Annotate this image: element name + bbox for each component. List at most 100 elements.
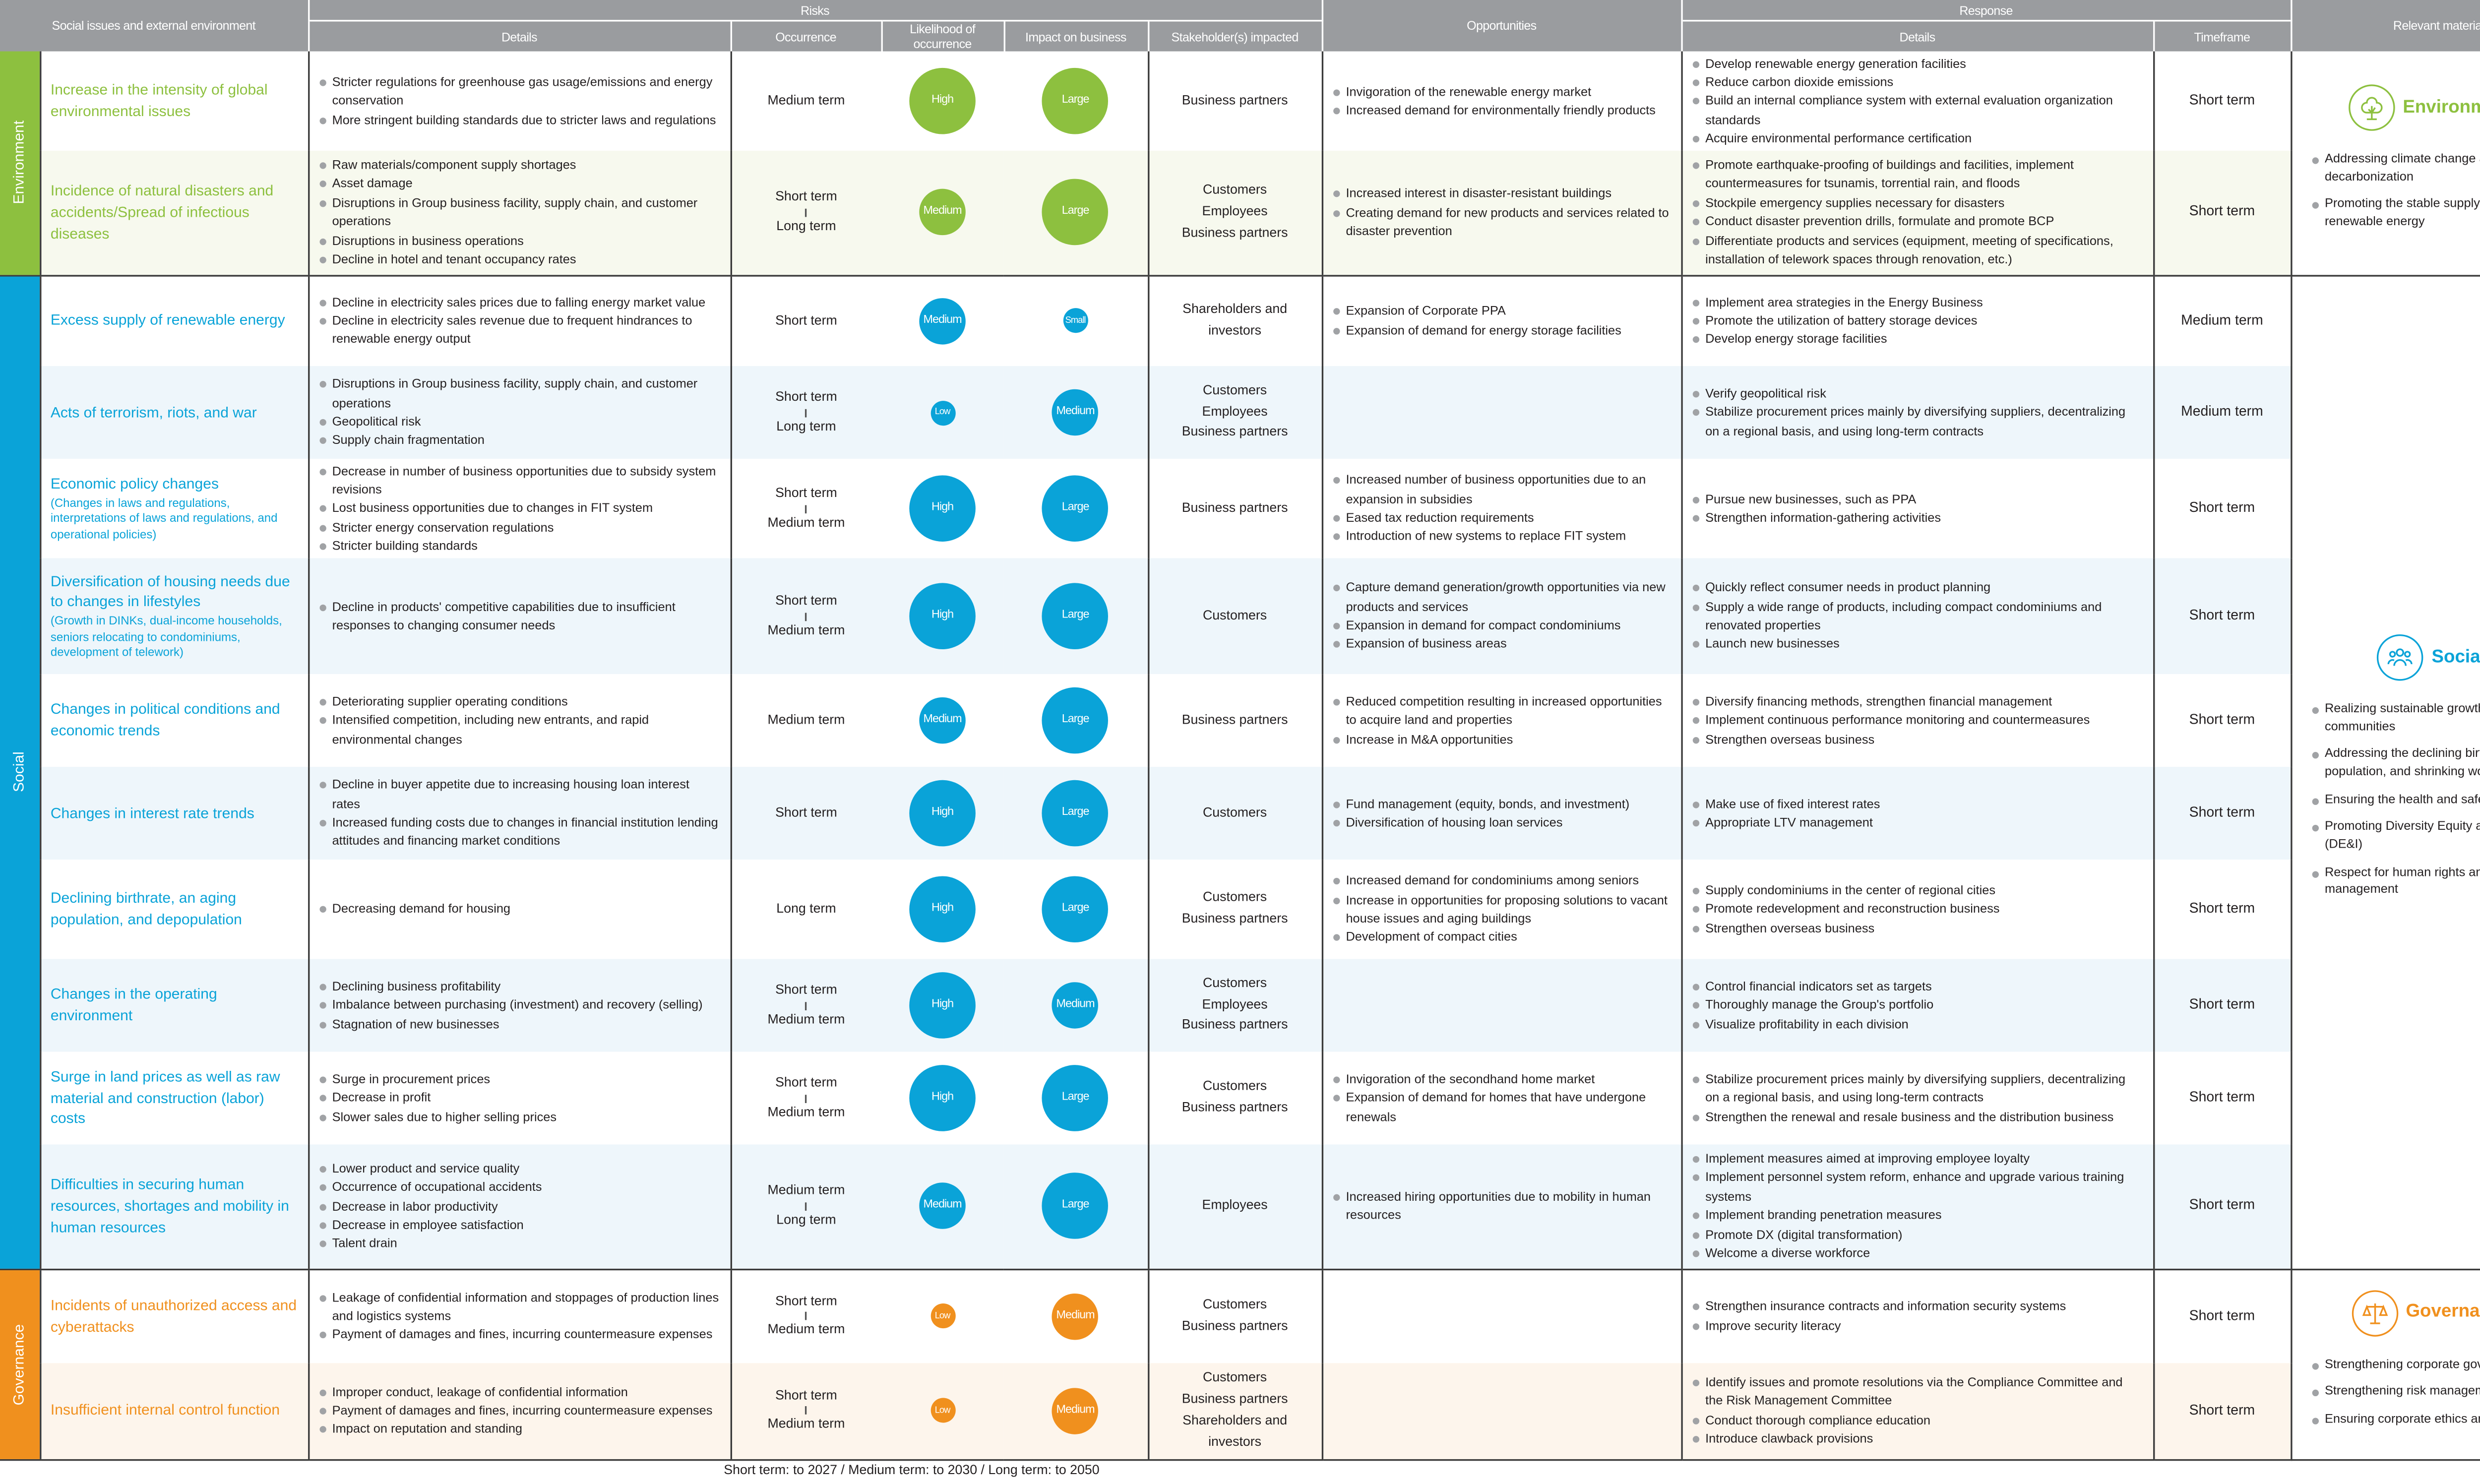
stakeholder: Business partners [1181, 224, 1288, 240]
timeframe-cell: Short term [2152, 674, 2291, 767]
materiality-item: Promoting the stable supply and use of r… [2311, 196, 2480, 231]
opportunity-item: Eased tax reduction requirements [1332, 508, 1671, 527]
response-item: Implement continuous performance monitor… [1692, 711, 2142, 730]
stakeholder: Customers [1203, 1297, 1267, 1312]
timeframe-cell: Short term [2152, 458, 2291, 558]
risk-details-cell: Decline in buyer appetite due to increas… [307, 767, 731, 860]
opportunity-item: Development of compact cities [1332, 928, 1671, 947]
response-item: Acquire environmental performance certif… [1692, 129, 2142, 148]
issue-note: (Changes in laws and regulations, interp… [50, 495, 278, 542]
response-item: Reduce carbon dioxide emissions [1692, 73, 2142, 92]
opportunity-item: Expansion of demand for energy storage f… [1332, 321, 1671, 340]
header-impact: Impact on business [1002, 20, 1148, 52]
stakeholder: Employees [1202, 1197, 1268, 1212]
response-item: Appropriate LTV management [1692, 813, 2142, 832]
opportunities-cell: Reduced competition resulting in increas… [1321, 674, 1681, 767]
occurrence-cell: Short term [730, 275, 881, 366]
opportunity-item: Increased demand for condominiums among … [1332, 871, 1671, 890]
timeframe-cell: Short term [2152, 150, 2291, 276]
stakeholder: Shareholders and investors [1182, 301, 1288, 338]
impact-cell: Large [1004, 860, 1148, 959]
materiality-item: Strengthening corporate governance [2311, 1356, 2480, 1373]
stakeholders-cell: Customers Employees Business partners [1147, 959, 1322, 1052]
risk-detail-item: Decline in buyer appetite due to increas… [318, 776, 720, 813]
response-item: Supply condominiums in the center of reg… [1692, 881, 2142, 900]
risk-detail-item: More stringent building standards due to… [318, 111, 720, 129]
response-item: Make use of fixed interest rates [1692, 795, 2142, 813]
issue-title: Economic policy changes [50, 475, 219, 493]
likelihood-badge: Medium [919, 298, 966, 344]
materiality-title: Environment [2403, 97, 2480, 118]
occurrence-cell: Medium term [730, 674, 881, 767]
response-item: Stockpile emergency supplies necessary f… [1692, 193, 2142, 212]
stakeholders-cell: Business partners [1147, 674, 1322, 767]
response-item: Launch new businesses [1692, 635, 2142, 654]
impact-badge: Large [1042, 67, 1109, 134]
opportunity-item: Invigoration of the secondhand home mark… [1332, 1070, 1671, 1089]
occurrence-term: Short term [775, 593, 837, 608]
materiality-item: Ensuring the health and safety of employ… [2311, 791, 2480, 808]
table-row: Economic policy changes (Changes in laws … [0, 458, 2480, 558]
table-row: Declining birthrate, an aging population… [0, 860, 2480, 959]
occurrence-cell: Short term Long term [730, 366, 881, 459]
timeframe-cell: Short term [2152, 1051, 2291, 1145]
stakeholder: Business partners [1181, 911, 1288, 926]
materiality-item: Addressing climate change and decarboniz… [2311, 151, 2480, 186]
stakeholders-cell: Customers Business partners [1147, 1051, 1322, 1145]
occurrence-term: Medium term [767, 514, 845, 529]
risk-detail-item: Disruptions in business operations [318, 231, 720, 250]
occurrence-term: Short term [775, 982, 837, 997]
risk-detail-item: Decline in products' competitive capabil… [318, 597, 720, 635]
risk-details-cell: Disruptions in Group business facility, … [307, 366, 731, 459]
response-details-cell: Make use of fixed interest rates Appropri… [1680, 767, 2154, 860]
response-details-cell: Diversify financing methods, strengthen … [1680, 674, 2154, 767]
risk-detail-item: Increased funding costs due to changes i… [318, 813, 720, 851]
impact-cell: Large [1003, 558, 1148, 675]
issue-cell: Changes in the operating environment [39, 959, 309, 1052]
impact-badge: Medium [1052, 1387, 1099, 1434]
risk-detail-item: Occurrence of occupational accidents [318, 1178, 720, 1197]
risk-detail-item: Decrease in employee satisfaction [318, 1216, 720, 1235]
issue-cell: Changes in political conditions and econ… [39, 674, 309, 767]
impact-cell: Medium [1003, 1363, 1148, 1460]
issue-title: Incidence of natural disasters and accid… [50, 183, 274, 242]
occurrence-cell: Short term Medium term [730, 959, 881, 1052]
likelihood-cell: High [881, 860, 1004, 959]
opportunity-item: Introduction of new systems to replace F… [1332, 527, 1671, 546]
header-stakeholders: Stakeholder(s) impacted [1147, 20, 1322, 52]
occurrence-cell: Short term Long term [730, 150, 881, 276]
impact-badge: Small [1063, 308, 1088, 334]
response-item: Promote DX (digital transformation) [1692, 1225, 2142, 1244]
impact-cell: Large [1003, 150, 1148, 276]
people-icon [2377, 634, 2423, 681]
impact-badge: Medium [1052, 389, 1099, 436]
table-row: Environment Increase in the intensity of … [0, 51, 2480, 276]
table-row: Incidence of natural disasters and accid… [0, 150, 2480, 276]
risk-detail-item: Impact on reputation and standing [318, 1420, 720, 1439]
issue-title: Excess supply of renewable energy [50, 312, 285, 329]
stakeholder: Business partners [1181, 1017, 1288, 1033]
occurrence-term: Medium term [767, 1183, 845, 1198]
likelihood-badge: Medium [919, 189, 966, 236]
stakeholder: Employees [1202, 203, 1268, 219]
occurrence-term: Medium term [767, 92, 845, 108]
occurrence-term: Medium term [767, 1104, 845, 1119]
occurrence-term: Short term [775, 189, 837, 204]
likelihood-cell: Medium [881, 275, 1004, 366]
likelihood-cell: High [881, 52, 1004, 151]
materiality-governance: Governance Strengthening corporate govern… [2290, 1268, 2480, 1460]
materiality-item: Promoting Diversity Equity and Inclusion… [2311, 819, 2480, 854]
header-issues: Social issues and external environment [0, 0, 309, 52]
risk-details-cell: Decreasing demand for housing [307, 860, 731, 959]
category-band-environment: Environment [0, 51, 40, 276]
likelihood-cell: Low [881, 1363, 1004, 1460]
likelihood-cell: Medium [881, 150, 1004, 276]
risk-detail-item: Decline in electricity sales revenue due… [318, 311, 720, 349]
stakeholder: Customers [1203, 804, 1267, 819]
likelihood-cell: Low [881, 1269, 1004, 1363]
occurrence-term: Medium term [767, 1322, 845, 1337]
response-item: Implement personnel system reform, enhan… [1692, 1169, 2142, 1206]
response-details-cell: Develop renewable energy generation faci… [1680, 51, 2154, 151]
stakeholder: Customers [1203, 1370, 1267, 1385]
materiality-item: Realizing sustainable growth of local co… [2311, 701, 2480, 736]
